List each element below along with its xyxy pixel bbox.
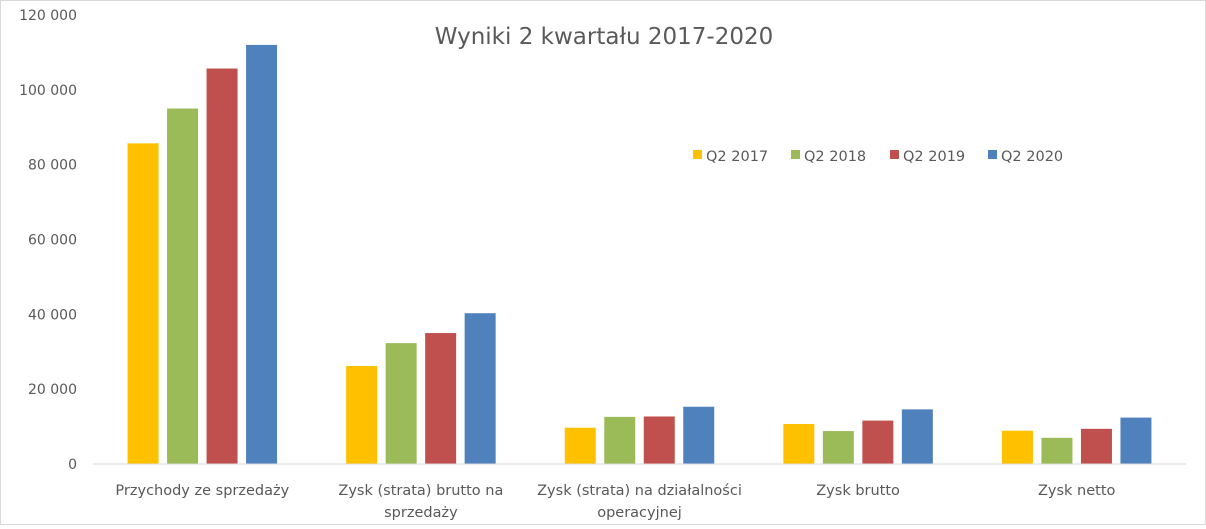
bar [1001,430,1033,464]
category-label: Przychody ze sprzedaży [115,483,289,499]
bar [604,416,636,464]
category-label: Zysk netto [1038,483,1116,499]
bar [246,44,278,464]
legend: Q2 2017 Q2 2018 Q2 2019 Q2 2020 [693,149,1063,165]
legend-label: Q2 2019 [903,149,965,165]
bar [206,68,238,465]
bar [425,333,457,464]
legend-label: Q2 2020 [1001,149,1063,165]
y-tick-label: 100 000 [19,83,77,99]
bar [1080,428,1112,464]
y-tick-label: 20 000 [28,382,77,398]
legend-swatch [890,150,899,159]
bar [683,406,715,464]
bar [346,365,378,464]
y-tick-label: 40 000 [28,307,77,323]
chart-title: Wyniki 2 kwartału 2017-2020 [435,24,773,50]
category-label: sprzedaży [384,505,458,521]
bar [822,431,854,464]
legend-label: Q2 2017 [706,149,768,165]
bar [127,143,159,464]
bar [643,416,675,464]
y-tick-label: 80 000 [28,158,77,174]
bar [901,409,933,464]
legend-swatch [693,150,702,159]
bar [783,423,815,464]
bar [564,427,596,464]
y-tick-label: 0 [68,457,77,473]
legend-swatch [988,150,997,159]
category-label: Zysk (strata) brutto na [338,483,503,499]
bar [1041,437,1073,464]
category-label: Zysk brutto [816,483,900,499]
bar [385,343,417,464]
y-axis: 0 20 000 40 000 60 000 80 000 100 000 120 000 [19,8,77,473]
bar [464,313,496,464]
category-label: Zysk (strata) na działalności [537,483,742,499]
y-tick-label: 60 000 [28,233,77,249]
legend-swatch [791,150,800,159]
bars [127,44,1152,465]
bar [1120,417,1152,464]
y-tick-label: 120 000 [19,8,77,24]
bar [862,420,894,464]
category-label: operacyjnej [597,505,682,521]
x-axis: Przychody ze sprzedaży Zysk (strata) brut… [115,483,1115,521]
legend-label: Q2 2018 [804,149,866,165]
bar [167,108,199,465]
